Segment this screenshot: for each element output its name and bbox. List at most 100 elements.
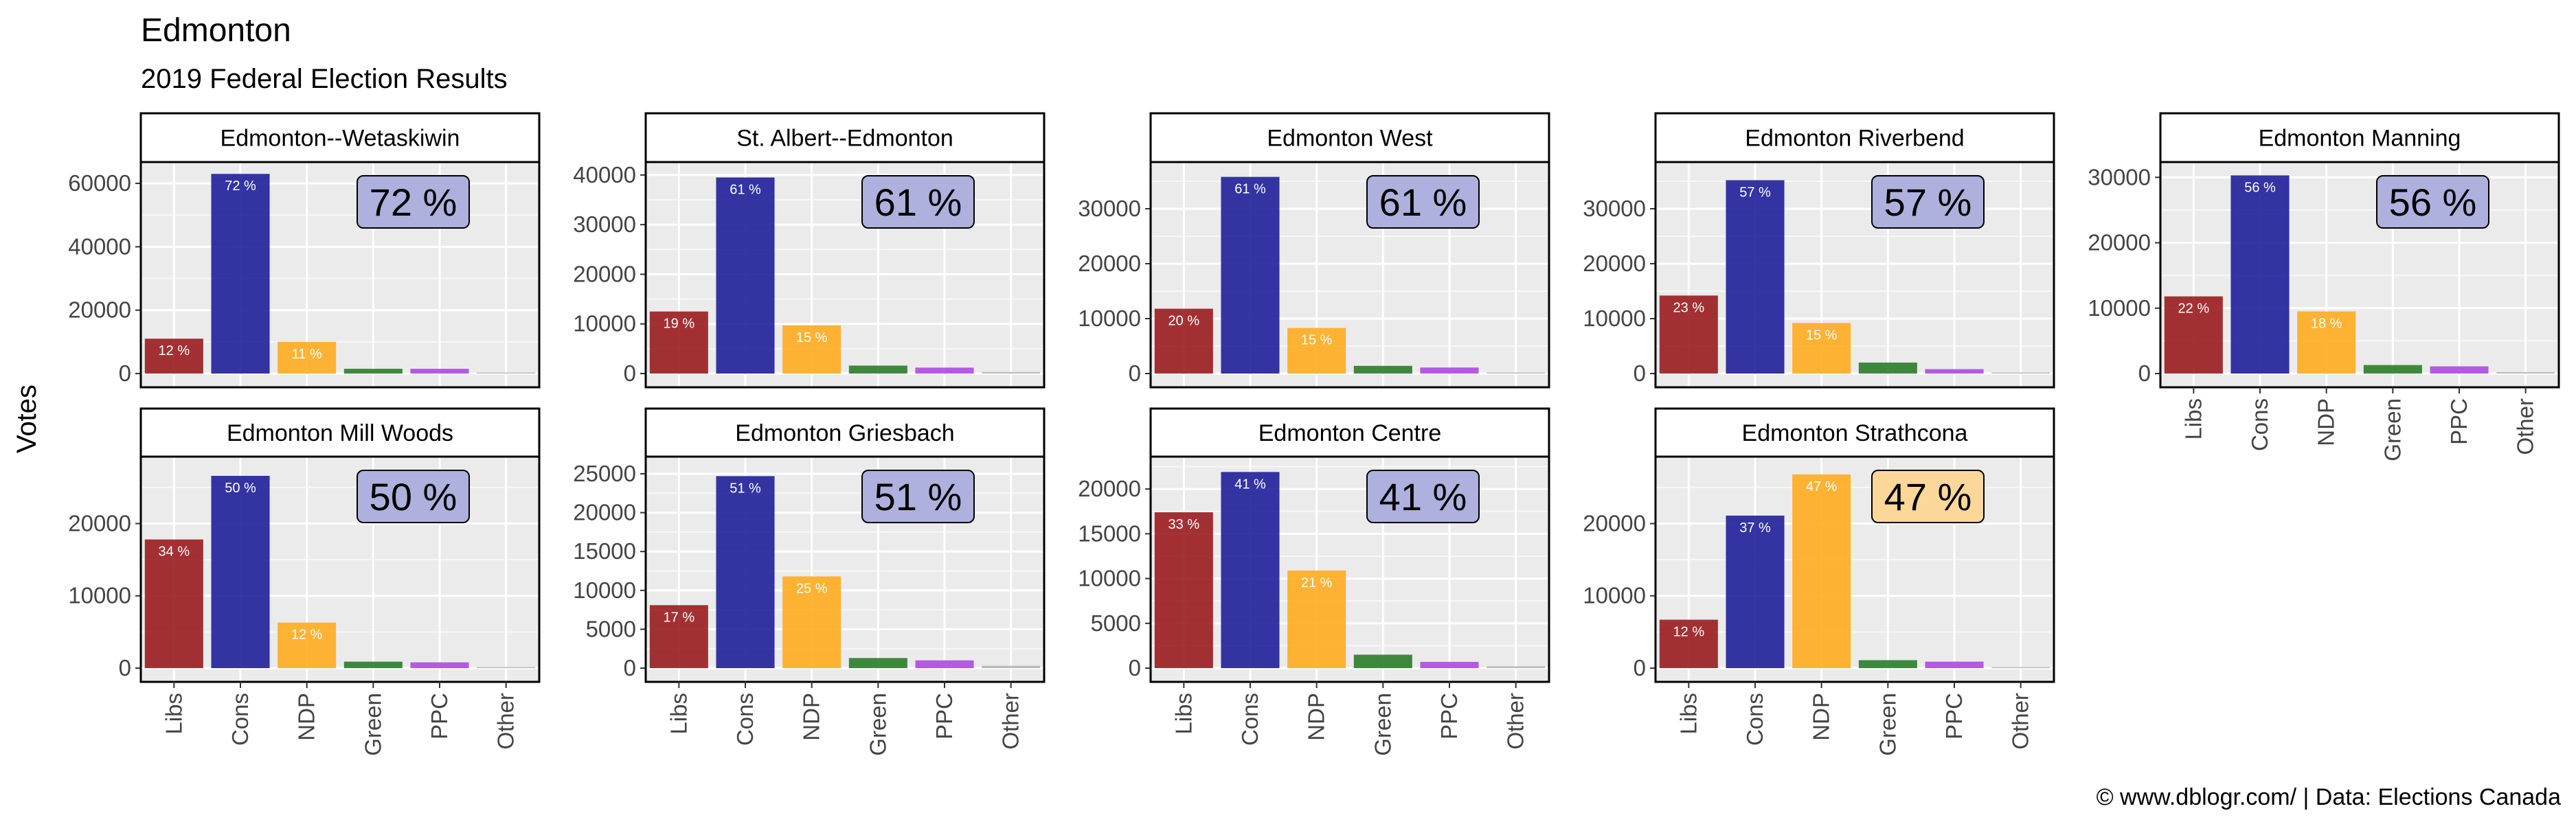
bar-ndp xyxy=(278,341,337,374)
bar-other xyxy=(1487,666,1546,668)
y-tick-label: 10000 xyxy=(1078,566,1141,591)
x-tick-label: Cons xyxy=(227,693,253,746)
y-tick-label: 15000 xyxy=(1078,520,1141,546)
facet-strip-label: Edmonton West xyxy=(1267,126,1433,152)
facet-strip xyxy=(1149,407,1550,458)
panel-border xyxy=(2159,161,2560,389)
bar-green xyxy=(848,365,907,374)
bar-green xyxy=(1353,654,1412,668)
panel-border xyxy=(644,161,1046,389)
y-tick-label: 0 xyxy=(1634,360,1646,386)
panel-background xyxy=(141,162,539,387)
bar-other xyxy=(1991,372,2050,374)
y-tick-label: 10000 xyxy=(573,311,636,336)
bar-data-label: 34 % xyxy=(159,545,190,560)
bar-ndp xyxy=(1287,328,1346,374)
bar-libs xyxy=(144,339,203,374)
bar-cons xyxy=(1221,472,1280,668)
y-tick-label: 5000 xyxy=(1091,610,1141,636)
x-tick-label: Libs xyxy=(1675,693,1701,735)
facet-strip-label: Edmonton Griesbach xyxy=(735,420,954,446)
facet-panel: Edmonton West 20 % 61 % 15 % 61 % 0 10000 20000… xyxy=(1078,112,1550,389)
bar-data-label: 50 % xyxy=(225,481,256,496)
caption: © www.dblogr.com/ | Data: Elections Cana… xyxy=(2097,784,2562,810)
bar-ndp xyxy=(278,622,337,668)
y-tick-label: 20000 xyxy=(68,297,131,323)
bar-data-label: 41 % xyxy=(1234,477,1266,492)
x-tick-label: Cons xyxy=(1237,693,1263,746)
facet-strip xyxy=(139,407,541,458)
panel-border xyxy=(139,455,541,683)
bar-data-label: 37 % xyxy=(1739,520,1771,536)
bar-data-label: 12 % xyxy=(159,343,190,358)
facet-strip xyxy=(139,112,541,163)
bar-ppc xyxy=(915,367,974,374)
bar-data-label: 20 % xyxy=(1168,314,1200,329)
winner-share-label: 56 % xyxy=(2389,181,2477,224)
x-tick-label: PPC xyxy=(1436,693,1462,740)
y-tick-label: 20000 xyxy=(68,510,131,536)
bar-ppc xyxy=(410,662,469,668)
x-tick-label: Libs xyxy=(1171,693,1196,735)
facet-strip-label: Edmonton--Wetaskiwin xyxy=(221,126,460,152)
panel-border xyxy=(644,455,1046,683)
bar-green xyxy=(343,661,403,668)
x-tick-label: Green xyxy=(865,693,890,756)
y-tick-label: 5000 xyxy=(586,616,636,641)
y-tick-label: 30000 xyxy=(573,211,636,237)
y-tick-label: 0 xyxy=(2138,360,2151,386)
bar-green xyxy=(2363,365,2422,374)
bar-data-label: 61 % xyxy=(1234,182,1266,197)
bar-ppc xyxy=(915,660,974,668)
bar-libs xyxy=(649,605,708,668)
chart-title: Edmonton xyxy=(141,12,291,49)
x-tick-label: PPC xyxy=(1941,693,1967,740)
winner-share-label: 61 % xyxy=(874,181,962,224)
y-tick-label: 20000 xyxy=(1583,251,1646,276)
bar-green xyxy=(1858,363,1917,374)
facet-strip xyxy=(1654,407,2055,458)
bar-other xyxy=(1487,372,1546,374)
winner-share-box xyxy=(861,470,975,523)
bar-other xyxy=(2496,372,2555,374)
x-tick-label: Green xyxy=(2380,398,2405,461)
x-tick-label: Other xyxy=(2513,398,2538,455)
bar-libs xyxy=(1659,619,1718,668)
bar-cons xyxy=(716,476,775,668)
facet-strip xyxy=(1149,112,1550,163)
y-tick-label: 30000 xyxy=(1078,196,1141,221)
y-tick-label: 10000 xyxy=(2088,295,2151,321)
bar-ppc xyxy=(410,369,469,374)
x-tick-label: NDP xyxy=(1809,693,1834,741)
y-tick-label: 15000 xyxy=(573,538,636,564)
bar-ppc xyxy=(1420,367,1479,374)
bar-cons xyxy=(1726,180,1785,374)
panel-background xyxy=(1151,457,1549,682)
bar-ppc xyxy=(1420,661,1479,668)
x-tick-label: Cons xyxy=(2247,398,2272,451)
bar-data-label: 72 % xyxy=(225,179,256,194)
facet-strip-label: Edmonton Manning xyxy=(2259,126,2461,152)
bar-data-label: 56 % xyxy=(2244,180,2276,195)
panel-background xyxy=(2160,162,2559,387)
bar-libs xyxy=(649,311,708,374)
bar-libs xyxy=(144,539,203,668)
bar-other xyxy=(477,667,536,668)
bar-ndp xyxy=(1792,323,1851,374)
y-tick-label: 0 xyxy=(1634,655,1646,680)
winner-share-label: 72 % xyxy=(370,181,457,224)
facet-strip-label: Edmonton Centre xyxy=(1258,420,1442,446)
bar-data-label: 19 % xyxy=(664,317,695,332)
bar-data-label: 17 % xyxy=(664,610,695,625)
bar-ppc xyxy=(2430,366,2489,374)
bar-data-label: 18 % xyxy=(2311,317,2342,332)
bar-data-label: 22 % xyxy=(2178,301,2210,317)
bar-other xyxy=(1991,667,2050,668)
winner-share-label: 61 % xyxy=(1379,181,1467,224)
facet-panels: Edmonton--Wetaskiwin 12 % 72 % 11 % 72 % 0 200… xyxy=(68,112,2560,756)
x-tick-label: Green xyxy=(1370,693,1395,756)
y-tick-label: 10000 xyxy=(1583,306,1646,331)
bar-data-label: 51 % xyxy=(730,481,761,496)
facet-strip-label: St. Albert--Edmonton xyxy=(736,126,953,152)
